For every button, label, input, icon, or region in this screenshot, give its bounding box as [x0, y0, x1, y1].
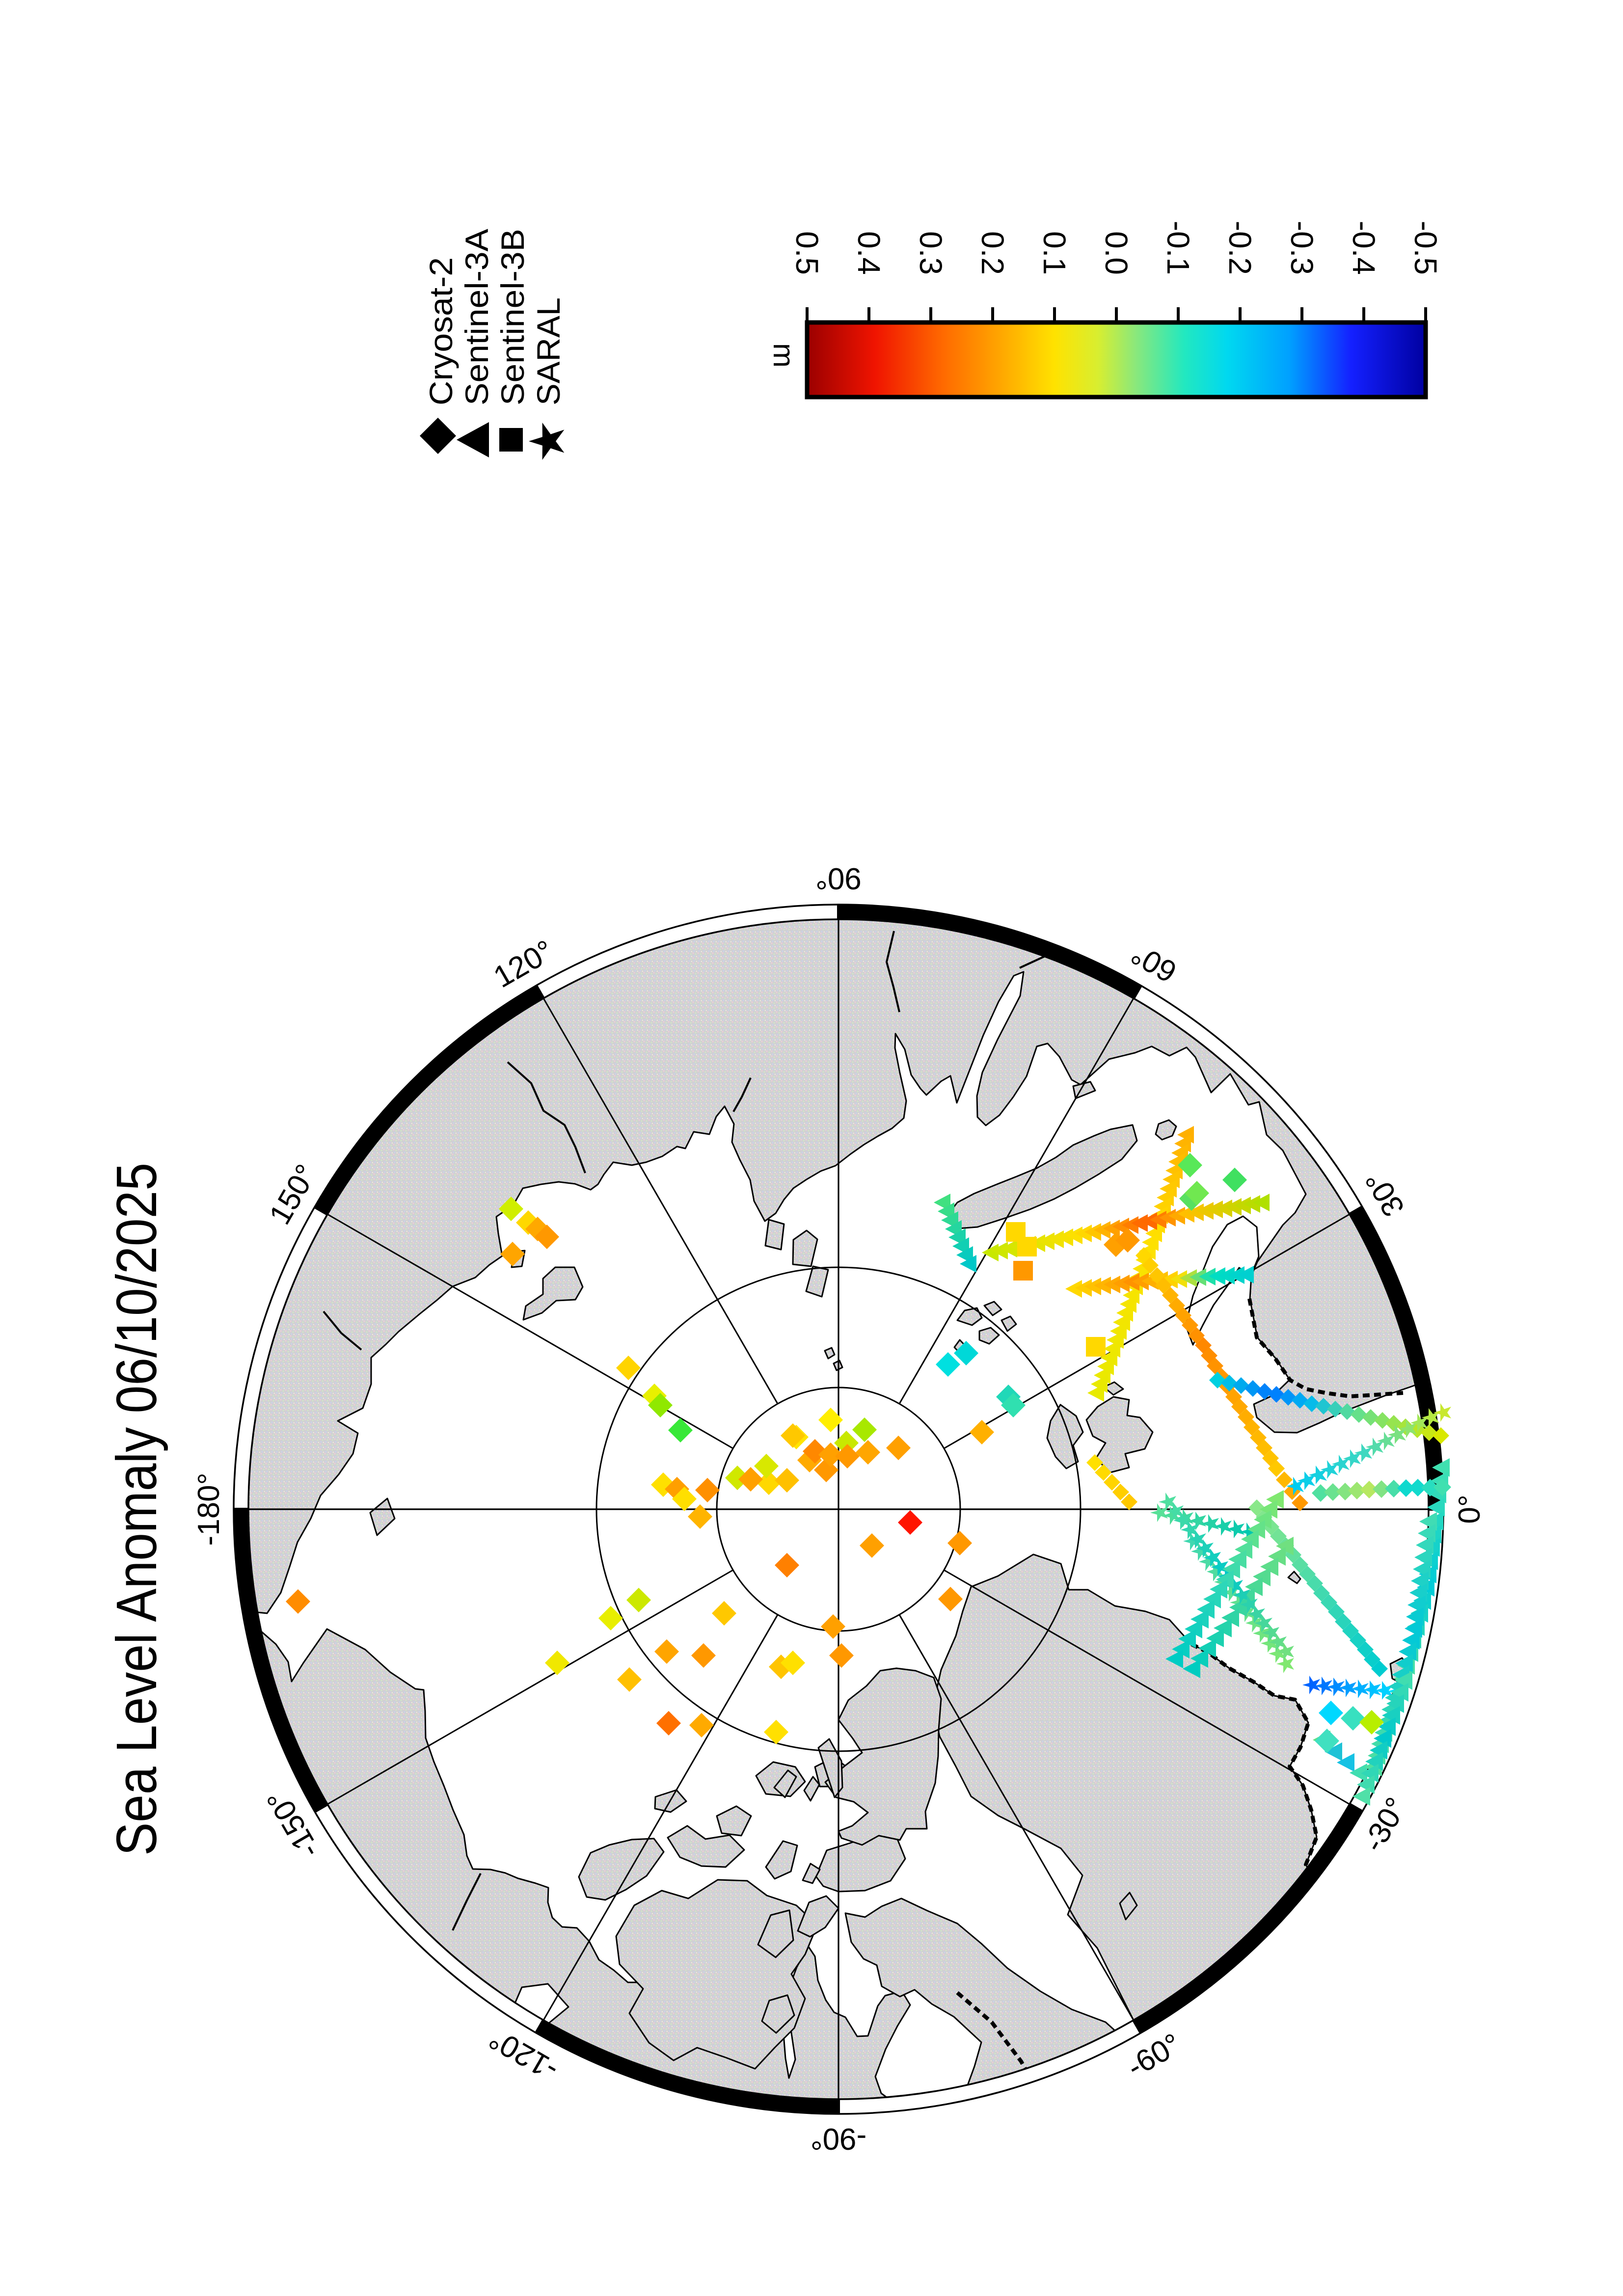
svg-text:0.0: 0.0: [1099, 231, 1134, 275]
svg-text:-0.4: -0.4: [1346, 221, 1381, 275]
svg-text:m: m: [767, 343, 800, 368]
svg-text:Sentinel-3A: Sentinel-3A: [459, 229, 495, 405]
svg-text:90°: 90°: [815, 861, 862, 895]
svg-text:-0.1: -0.1: [1161, 221, 1196, 275]
svg-text:0.3: 0.3: [913, 231, 948, 275]
svg-text:Cryosat-2: Cryosat-2: [423, 257, 459, 405]
svg-text:Sentinel-3B: Sentinel-3B: [494, 229, 531, 405]
svg-text:0.4: 0.4: [851, 231, 887, 275]
svg-text:SARAL: SARAL: [530, 297, 567, 405]
svg-text:-180°: -180°: [192, 1473, 226, 1546]
svg-text:-0.3: -0.3: [1284, 221, 1320, 275]
svg-text:-0.5: -0.5: [1408, 221, 1443, 275]
svg-text:-0.2: -0.2: [1222, 221, 1258, 275]
svg-text:0°: 0°: [1453, 1495, 1487, 1523]
svg-text:0.5: 0.5: [789, 231, 825, 275]
svg-text:Sea Level Anomaly 06/10/2025: Sea Level Anomaly 06/10/2025: [105, 1163, 168, 1856]
svg-text:0.1: 0.1: [1037, 231, 1072, 275]
svg-text:0.2: 0.2: [975, 231, 1010, 275]
svg-text:-90°: -90°: [811, 2122, 866, 2156]
